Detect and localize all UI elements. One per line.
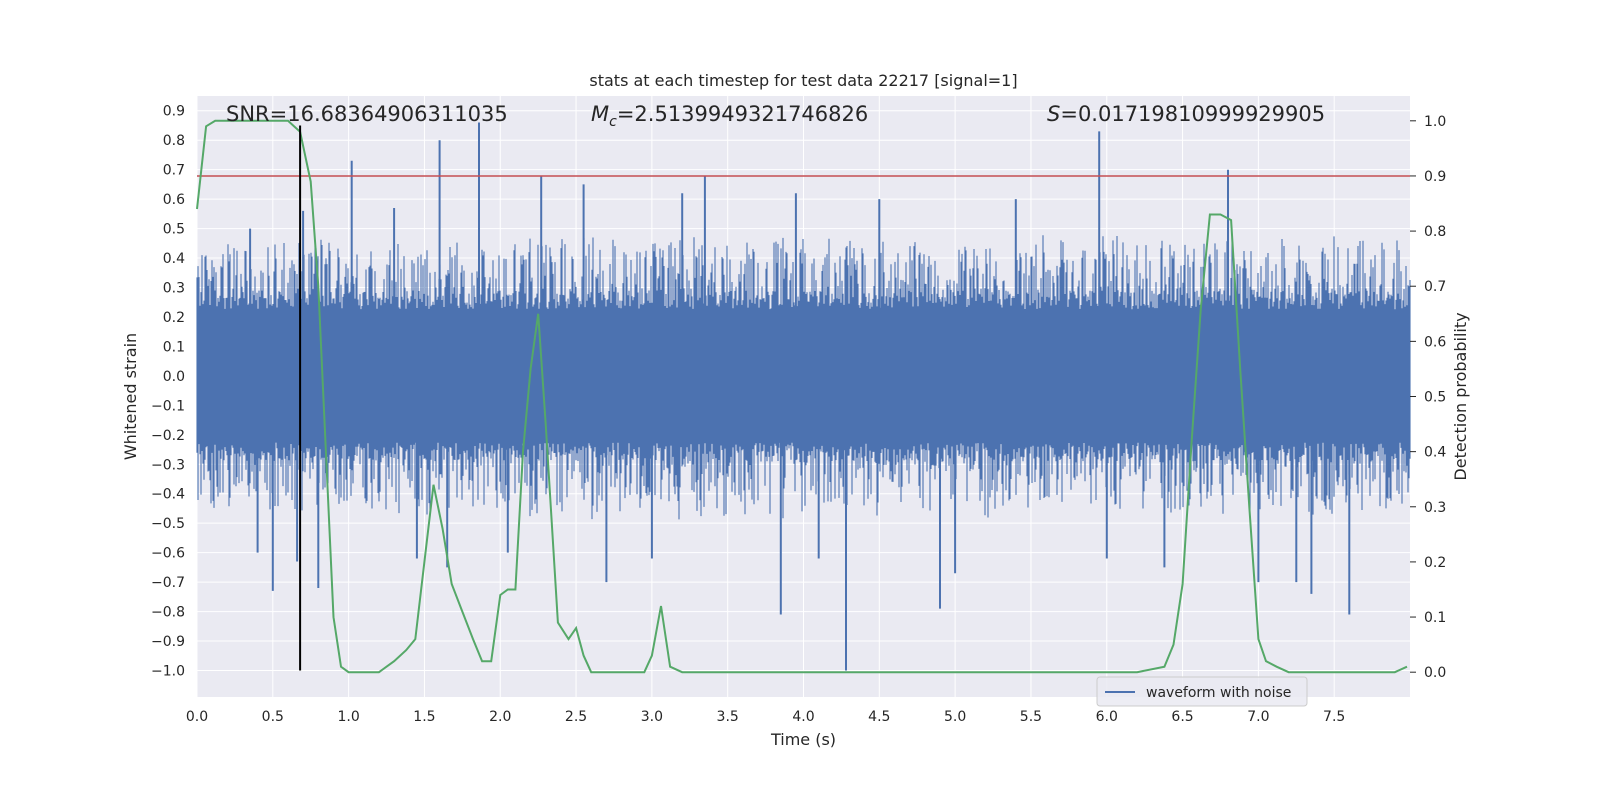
y2-tick-label: 0.9: [1424, 169, 1446, 185]
y2-tick-label: 0.3: [1424, 500, 1446, 516]
y-tick-label: 0.3: [163, 280, 185, 296]
y2-tick-label: 0.6: [1424, 334, 1446, 350]
x-tick-label: 3.5: [717, 709, 739, 725]
y-tick-label: −0.6: [151, 546, 185, 562]
y-tick-label: 0.0: [163, 369, 185, 385]
y2-tick-label: 0.2: [1424, 555, 1446, 571]
x-tick-label: 6.0: [1096, 709, 1118, 725]
waveform-band: [196, 235, 1411, 520]
mc-subscript: c: [609, 114, 617, 130]
y-tick-label: −0.3: [151, 457, 185, 473]
y-tick-label: −0.2: [151, 428, 185, 444]
x-tick-label: 0.5: [262, 709, 284, 725]
probability-line: [196, 119, 1408, 674]
x-tick-label: 2.0: [489, 709, 511, 725]
y-tick-label: 0.4: [163, 251, 185, 267]
legend-box: [1096, 676, 1308, 707]
y-tick-label: −0.1: [151, 398, 185, 414]
mc-symbol: M: [591, 102, 609, 126]
x-tick-label: 0.0: [186, 709, 208, 725]
y-tick-labels: −1.0 −0.9 −0.8 −0.7 −0.6 −0.5 −0.4 −0.3 −0.2 −0.1…: [151, 104, 185, 680]
x-tick-label: 7.0: [1247, 709, 1269, 725]
s-symbol: S: [1047, 102, 1060, 126]
x-tick-labels: 0.0 0.5 1.0 1.5 2.0 2.5 3.0 3.5 4.0 4.5 5.0 5.5 6.0 6…: [186, 709, 1345, 725]
legend-label: waveform with noise: [1146, 685, 1291, 701]
y-tick-label: −0.8: [151, 605, 185, 621]
y-tick-label: 0.8: [163, 133, 185, 149]
y-tick-label: 0.1: [163, 339, 185, 355]
y-tick-label: −0.4: [151, 487, 185, 503]
s-value: =0.01719810999929905: [1060, 102, 1325, 126]
mc-annotation: Mc=2.5139949321746826: [591, 102, 868, 130]
y-tick-label: −0.7: [151, 575, 185, 591]
x-axis-label: Time (s): [770, 730, 836, 749]
y-tick-label: −1.0: [151, 663, 185, 679]
mc-value: =2.5139949321746826: [617, 102, 868, 126]
y-tick-label: 0.2: [163, 310, 185, 326]
y2-tick-label: 0.7: [1424, 279, 1446, 295]
x-tick-label: 4.0: [792, 709, 814, 725]
waveform-series: [196, 122, 1411, 671]
waveform-spikes: [249, 122, 1351, 671]
y-tick-label: 0.5: [163, 222, 185, 238]
y2-tick-label: 0.4: [1424, 445, 1446, 461]
chart-title: stats at each timestep for test data 222…: [589, 71, 1017, 90]
y2-tick-label: 1.0: [1424, 114, 1446, 130]
x-tick-label: 4.5: [868, 709, 890, 725]
y2-tick-label: 0.1: [1424, 610, 1446, 626]
y2-axis-label: Detection probability: [1451, 312, 1470, 480]
y-tick-label: 0.6: [163, 192, 185, 208]
y-tick-label: 0.9: [163, 104, 185, 120]
y2-tick-labels: 0.0 0.1 0.2 0.3 0.4 0.5 0.6 0.7 0.8 0.9 1.0: [1410, 114, 1446, 681]
x-tick-label: 3.0: [641, 709, 663, 725]
snr-annotation: SNR=16.68364906311035: [226, 102, 508, 126]
y2-tick-label: 0.8: [1424, 224, 1446, 240]
y-axis-label: Whitened strain: [121, 333, 140, 460]
s-annotation: S=0.01719810999929905: [1047, 102, 1325, 126]
y2-tick-label: 0.0: [1424, 665, 1446, 681]
x-tick-label: 2.5: [565, 709, 587, 725]
x-tick-label: 6.5: [1171, 709, 1193, 725]
y2-tick-label: 0.5: [1424, 390, 1446, 406]
x-tick-label: 5.0: [944, 709, 966, 725]
x-tick-label: 5.5: [1020, 709, 1042, 725]
y-tick-label: −0.5: [151, 516, 185, 532]
legend: waveform with noise: [1096, 676, 1308, 707]
x-tick-label: 1.0: [337, 709, 359, 725]
y-tick-label: 0.7: [163, 163, 185, 179]
x-tick-label: 1.5: [413, 709, 435, 725]
y-tick-label: −0.9: [151, 634, 185, 650]
x-tick-label: 7.5: [1323, 709, 1345, 725]
